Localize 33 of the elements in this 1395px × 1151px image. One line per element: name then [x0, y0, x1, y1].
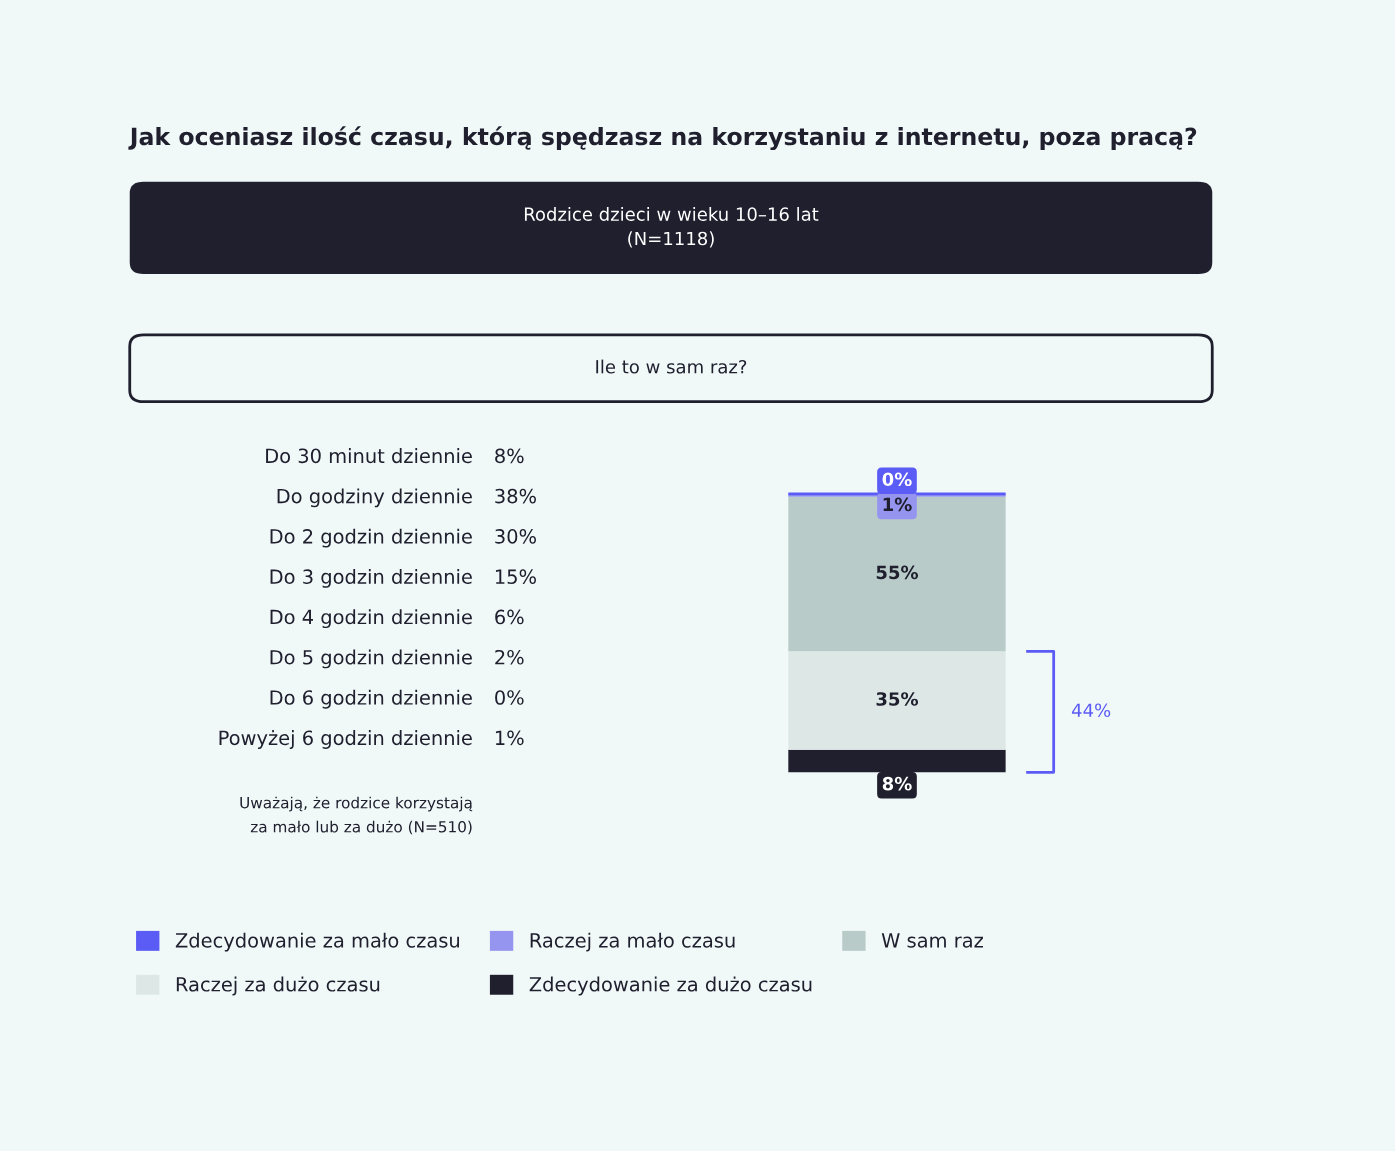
data-label: 8%: [882, 776, 912, 791]
data-label: 55%: [876, 565, 919, 580]
category-label: Do 3 godzin dziennie: [270, 568, 472, 588]
data-label: 35%: [876, 692, 919, 706]
text: 8%: [495, 448, 524, 464]
text: 30%: [495, 529, 536, 544]
category-label: Do 2 godzin dziennie: [270, 528, 472, 548]
text: 38%: [495, 488, 536, 504]
text: 0%: [495, 690, 524, 705]
category-label: Do godziny dziennie: [277, 488, 472, 508]
text: Rodzice dzieci w wieku 10–16 lat (N=1118): [524, 206, 819, 248]
legend-label: Zdecydowanie za dużo czasu: [529, 976, 812, 996]
data-label: 0%: [882, 472, 912, 487]
text: Ile to w sam raz?: [596, 359, 747, 374]
category-label: Do 4 godzin dziennie: [270, 609, 472, 629]
category-label: Do 30 minut dziennie: [266, 448, 472, 464]
legend-label: Zdecydowanie za mało czasu: [175, 932, 459, 952]
text: 6%: [495, 609, 524, 625]
legend-label: Raczej za mało czasu: [530, 932, 735, 952]
category-label: Do 6 godzin dziennie: [270, 689, 472, 709]
text: 2%: [495, 649, 524, 665]
data-label: 1%: [883, 497, 912, 512]
text: Uważają, że rodzice korzystają za mało lub za dużo (N=510): [240, 796, 473, 835]
legend-label: W sam raz: [881, 933, 983, 948]
bar: [788, 496, 1006, 652]
category-label: Do 5 godzin dziennie: [270, 649, 472, 669]
category-label: Powyżej 6 godzin dziennie: [219, 730, 472, 749]
text: Jak oceniasz ilość czasu, którą spędzasz na korzystaniu z internetu, poza pracą?: [128, 126, 1197, 151]
bar: [788, 651, 1006, 750]
text: 44%: [1071, 703, 1111, 718]
text: 15%: [495, 569, 536, 585]
text: 1%: [495, 730, 524, 746]
legend-label: Raczej za dużo czasu: [176, 976, 380, 996]
